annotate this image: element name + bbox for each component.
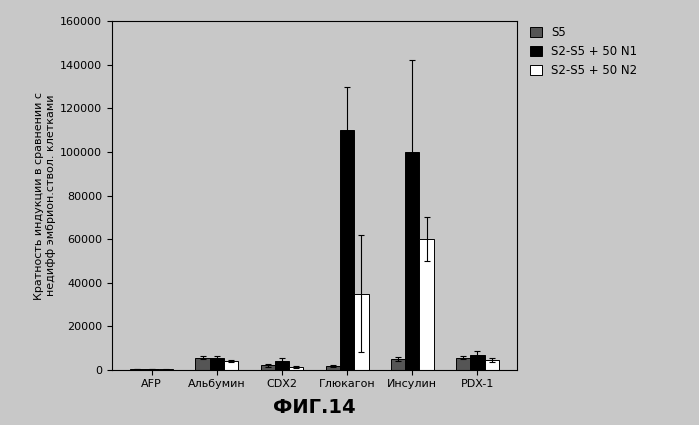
Bar bbox=[456, 358, 470, 370]
Bar bbox=[224, 361, 238, 370]
Bar bbox=[145, 369, 159, 370]
X-axis label: ФИГ.14: ФИГ.14 bbox=[273, 398, 356, 417]
Y-axis label: Кратность индукции в сравнении с
недифф эмбрион.ствол. клетками: Кратность индукции в сравнении с недифф … bbox=[34, 91, 56, 300]
Bar bbox=[210, 358, 224, 370]
Bar bbox=[196, 358, 210, 370]
Bar bbox=[289, 367, 303, 370]
Bar bbox=[391, 359, 405, 370]
Bar bbox=[470, 354, 484, 370]
Bar bbox=[419, 239, 433, 370]
Bar bbox=[261, 366, 275, 370]
Bar bbox=[130, 369, 145, 370]
Bar bbox=[275, 361, 289, 370]
Bar bbox=[405, 152, 419, 370]
Bar bbox=[326, 366, 340, 370]
Legend: S5, S2-S5 + 50 N1, S2-S5 + 50 N2: S5, S2-S5 + 50 N1, S2-S5 + 50 N2 bbox=[526, 21, 642, 82]
Bar bbox=[354, 294, 368, 370]
Bar bbox=[340, 130, 354, 370]
Bar bbox=[484, 360, 499, 370]
